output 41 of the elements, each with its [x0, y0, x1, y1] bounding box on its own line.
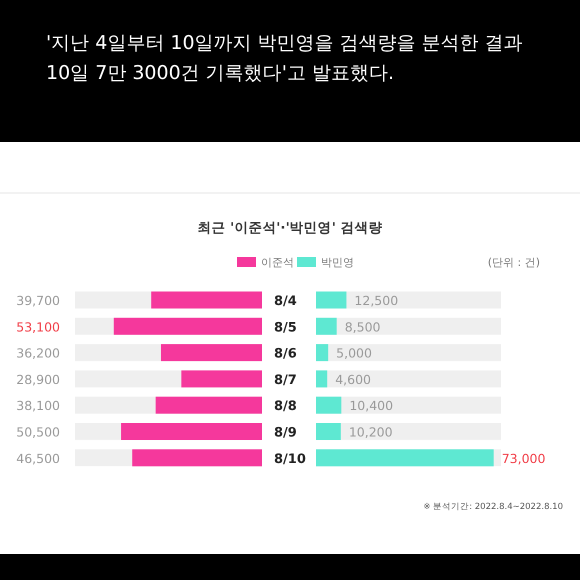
bar [316, 396, 342, 414]
text: ※ 분석기간: 2022.8.4~2022.8.10 [423, 502, 563, 512]
y-tick-label: 8/6 [274, 346, 297, 362]
bar [316, 449, 494, 466]
y-tick-label: 8/7 [274, 372, 297, 388]
y-tick-label: 8/4 [274, 294, 297, 309]
y-tick-label: 8/9 [274, 426, 297, 440]
bar [181, 370, 262, 388]
legend-label: 박민영 [321, 256, 354, 269]
data-label: 36,200 [16, 346, 60, 361]
bar [160, 344, 262, 362]
bar [316, 423, 341, 440]
bar [132, 449, 262, 466]
data-label: 53,100 [16, 319, 60, 334]
bar [316, 370, 328, 388]
text: (단위 : 건) [488, 256, 540, 269]
y-tick-label: 8/10 [274, 452, 306, 467]
bar [316, 318, 337, 335]
data-label: 46,500 [16, 450, 60, 466]
data-label: 10,200 [348, 424, 393, 440]
text: '지난 4일부터 10일까지 박민영을 검색량을 분석한 결과 10일 7만 3000건 기록했다'고 발표했다. [46, 31, 524, 86]
bar [156, 396, 262, 414]
data-label: 12,500 [354, 293, 398, 308]
data-label: 50,500 [16, 424, 60, 440]
y-tick-label: 8/5 [274, 320, 297, 336]
data-label: 5,000 [336, 346, 372, 361]
bar [114, 318, 262, 335]
data-label: 4,600 [335, 372, 372, 387]
data-label: 39,700 [16, 293, 60, 308]
data-label: 28,900 [16, 372, 60, 387]
bar [316, 292, 346, 308]
bar [121, 423, 262, 440]
data-label: 38,100 [16, 398, 60, 414]
bar [316, 344, 328, 362]
bar [151, 292, 262, 308]
data-label: 10,400 [349, 398, 394, 414]
y-tick-label: 8/8 [274, 399, 297, 414]
data-label: 8,500 [344, 319, 381, 334]
data-label: 73,000 [502, 450, 546, 466]
text: 최근 '이준석'·'박민영' 검색량 [197, 220, 383, 236]
legend-label: 이준석 [261, 256, 294, 269]
